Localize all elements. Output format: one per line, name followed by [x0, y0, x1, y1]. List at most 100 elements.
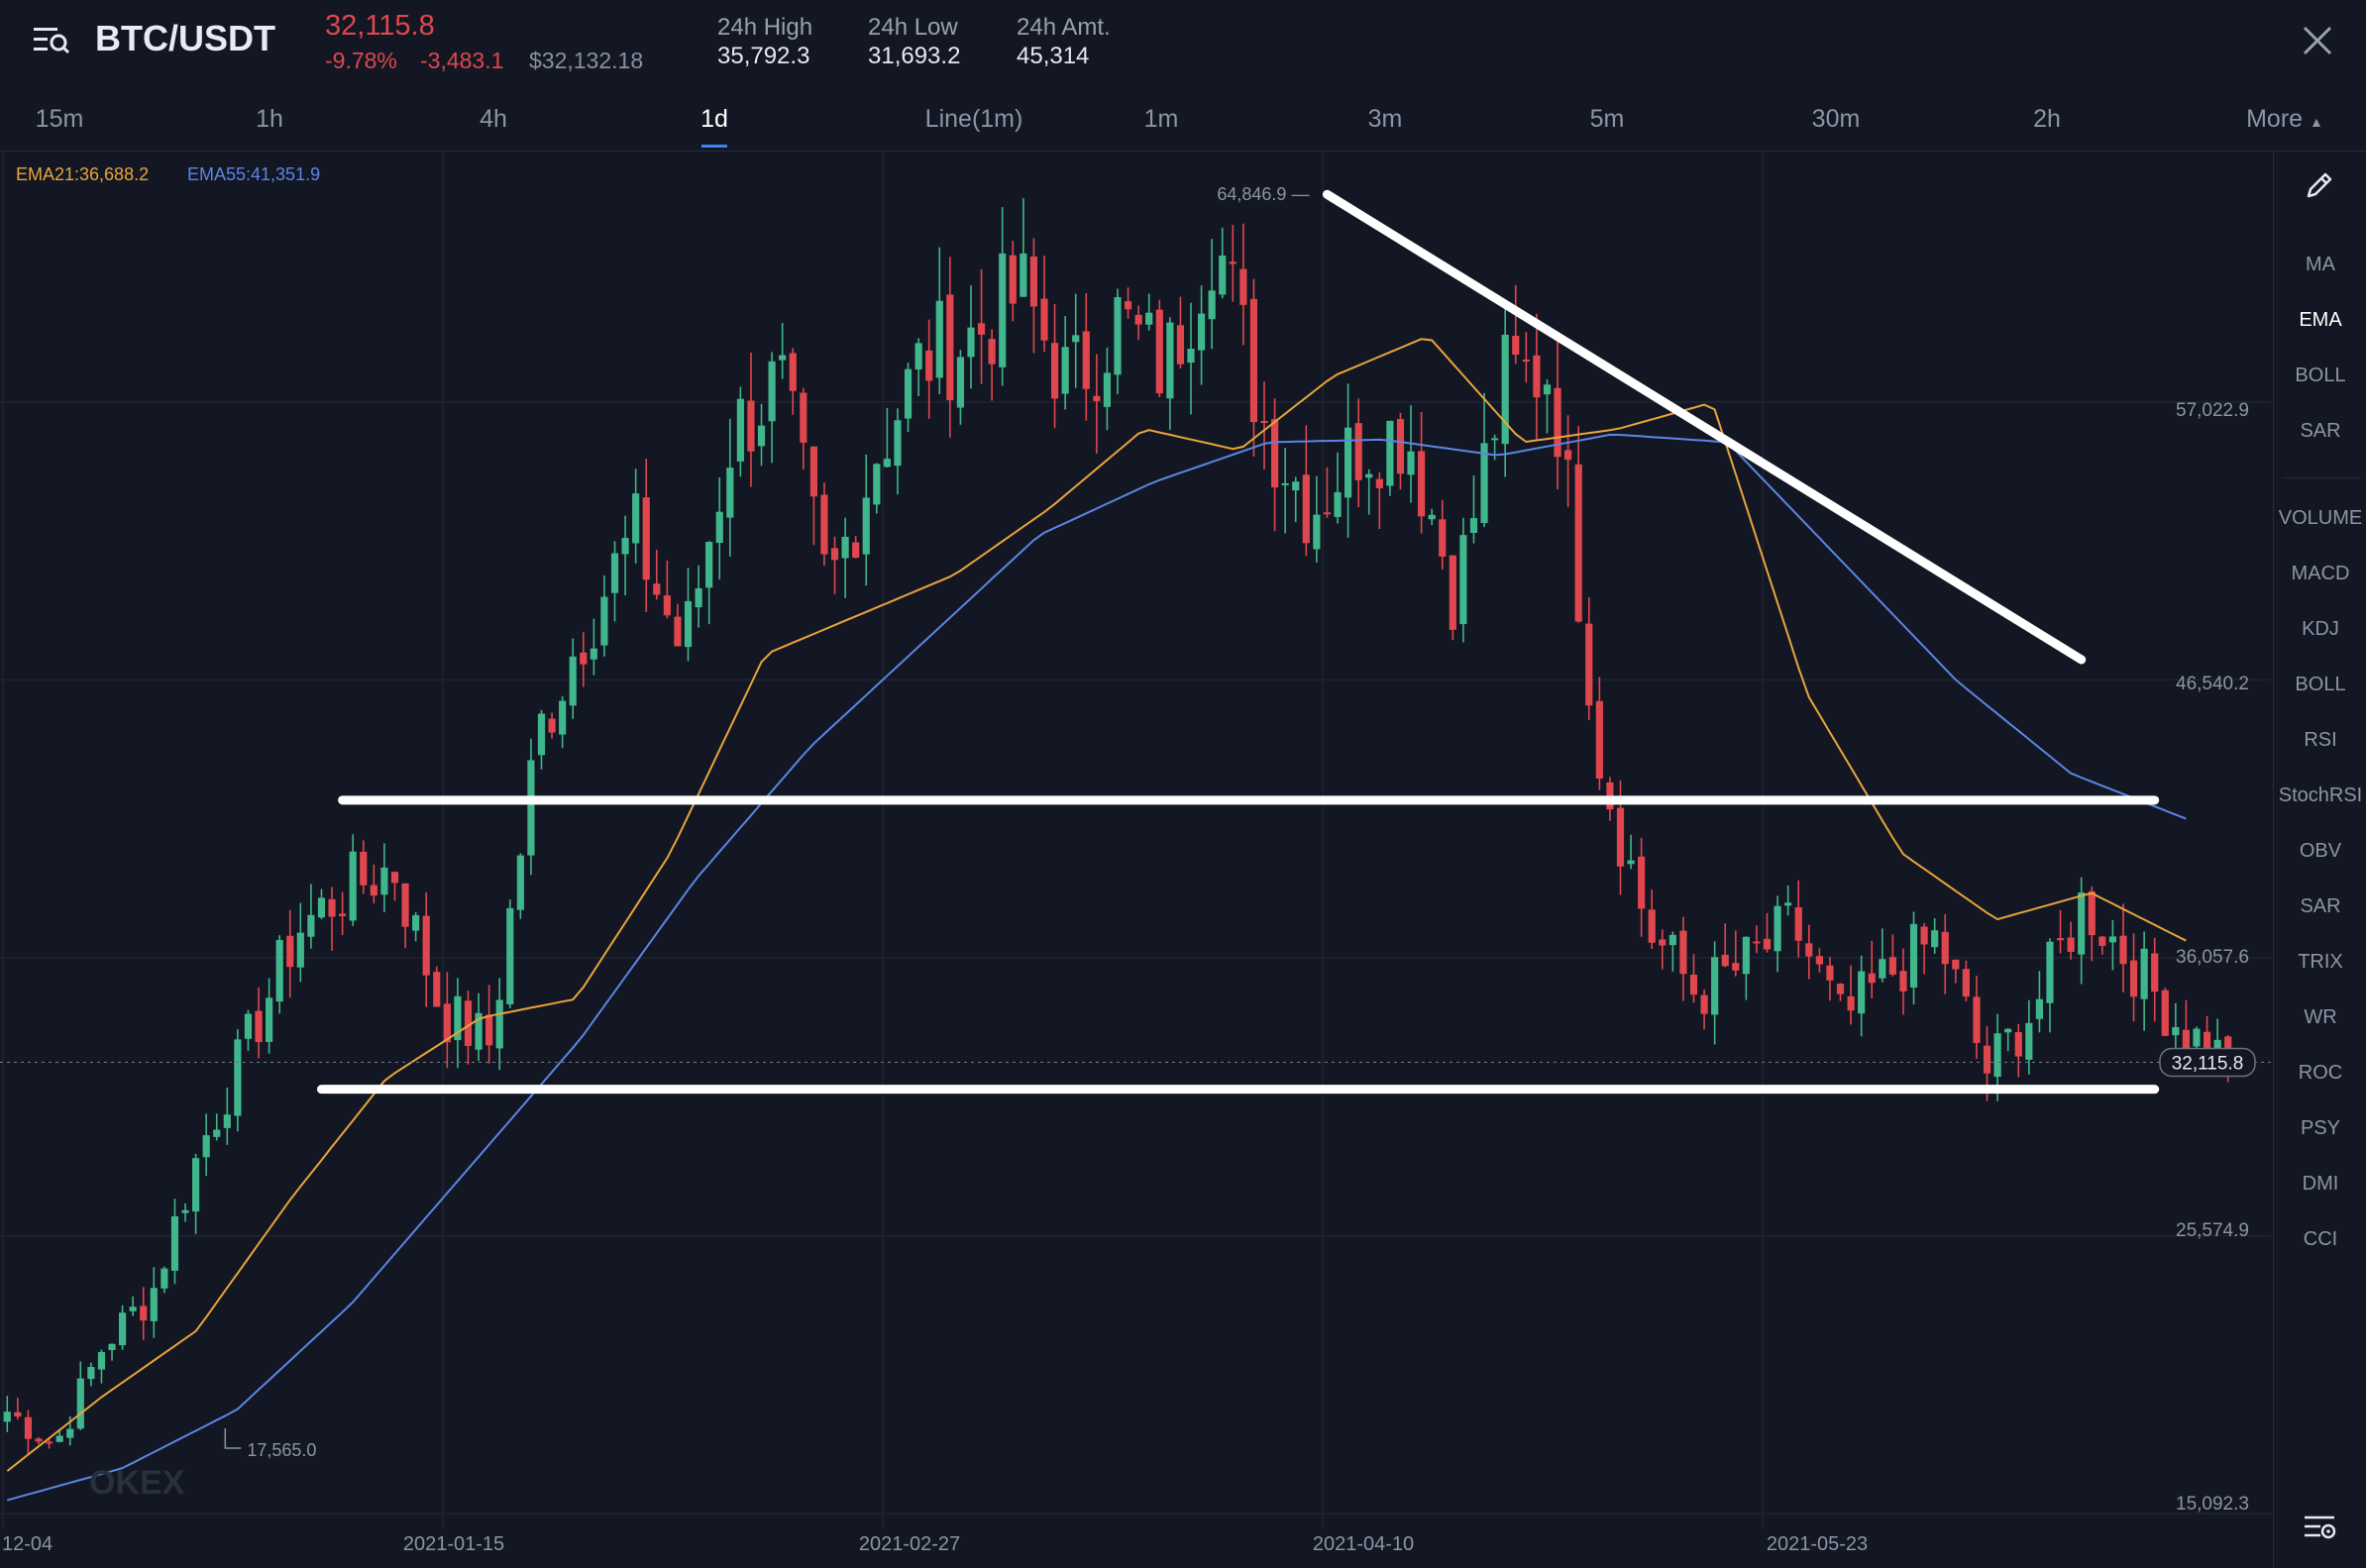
indicator-roc[interactable]: ROC	[2298, 1062, 2343, 1084]
candle-body	[1920, 926, 1928, 945]
tab-2h[interactable]: 2h	[2033, 105, 2061, 133]
candle-body	[296, 932, 304, 968]
candle-body	[87, 1367, 95, 1380]
active-tab-indicator	[701, 145, 727, 148]
indicator-psy[interactable]: PSY	[2300, 1117, 2341, 1139]
candle-body	[1543, 384, 1552, 395]
candle-body	[830, 548, 839, 561]
candle-body	[1155, 309, 1163, 394]
candle-body	[1753, 941, 1761, 944]
candle-body	[809, 446, 817, 497]
candle-body	[935, 300, 943, 378]
price-chart[interactable]: 64,846.9 — 17,565.0 OKEX 32,115.8	[0, 151, 2271, 1529]
candle-body	[726, 468, 734, 518]
candle-body	[988, 339, 996, 365]
tab-1m[interactable]: 1m	[1143, 105, 1179, 133]
candle-body	[1711, 957, 1719, 1015]
candle-body	[24, 1416, 33, 1439]
candle-body	[559, 700, 567, 735]
candle-body	[1396, 419, 1405, 474]
indicator-volume[interactable]: VOLUME	[2278, 507, 2363, 529]
candle-body	[1941, 931, 1949, 965]
candle-body	[129, 1307, 137, 1311]
candlestick-chart[interactable]: 64,846.9 — 17,565.0 OKEX 32,115.8	[0, 151, 2271, 1529]
tab-4h[interactable]: 4h	[480, 105, 507, 133]
candle-body	[97, 1351, 106, 1370]
candle-body	[2078, 891, 2086, 955]
more-label: More	[2246, 105, 2304, 133]
tab-1h[interactable]: 1h	[256, 105, 283, 133]
candle-body	[1679, 930, 1687, 975]
tab-30m[interactable]: 30m	[1811, 105, 1861, 133]
candle-body	[202, 1135, 210, 1158]
tab-5m[interactable]: 5m	[1589, 105, 1625, 133]
candle-body	[360, 851, 368, 886]
candle-body	[2098, 936, 2106, 946]
candle-body	[1993, 1033, 2001, 1078]
indicator-rsi[interactable]: RSI	[2304, 729, 2337, 751]
low-value: 31,693.2	[868, 43, 961, 69]
candle-body	[150, 1288, 158, 1321]
candle-body	[956, 357, 965, 408]
candle-body	[1260, 420, 1268, 423]
min-price-marker	[224, 1427, 242, 1449]
candle-body	[339, 913, 347, 916]
indicator-cci[interactable]: CCI	[2303, 1228, 2338, 1250]
menu-search-icon[interactable]	[32, 22, 71, 57]
y-tick-label: 25,574.9	[2176, 1220, 2249, 1241]
indicator-boll-sub[interactable]: BOLL	[2295, 674, 2346, 695]
candle-body	[527, 760, 535, 856]
candle-body	[548, 718, 556, 733]
indicator-macd[interactable]: MACD	[2291, 563, 2350, 584]
candle-body	[1187, 349, 1195, 364]
tab-line-1m[interactable]: Line(1m)	[924, 105, 1023, 133]
candle-body	[349, 851, 357, 921]
candle-body	[621, 537, 629, 555]
settings-icon[interactable]	[2301, 1510, 2338, 1543]
tab-1d[interactable]: 1d	[700, 105, 728, 133]
candle-body	[1386, 420, 1394, 486]
indicator-wr[interactable]: WR	[2304, 1006, 2337, 1028]
tab-15m[interactable]: 15m	[35, 105, 84, 133]
trading-pair[interactable]: BTC/USDT	[95, 18, 275, 58]
high-value: 35,792.3	[717, 43, 810, 69]
candle-body	[412, 914, 420, 931]
candle-body	[35, 1438, 43, 1442]
candle-body	[800, 392, 807, 443]
indicator-obv[interactable]: OBV	[2299, 840, 2342, 862]
indicator-boll[interactable]: BOLL	[2295, 365, 2346, 386]
candle-body	[1554, 387, 1561, 458]
candle-body	[747, 400, 755, 452]
current-price-value: 32,115.8	[2172, 1053, 2244, 1074]
candle-body	[390, 872, 399, 884]
candle-body	[1659, 939, 1667, 946]
candle-body	[715, 511, 723, 544]
indicator-stochrsi[interactable]: StochRSI	[2278, 784, 2363, 806]
indicator-dmi[interactable]: DMI	[2302, 1173, 2339, 1195]
candle-body	[1689, 974, 1698, 995]
candle-body	[317, 897, 326, 918]
indicator-ema[interactable]: EMA	[2299, 309, 2342, 331]
tab-3m[interactable]: 3m	[1367, 105, 1403, 133]
x-tick-label: 2021-01-15	[402, 1533, 505, 1555]
amount-value: 45,314	[1017, 43, 1090, 69]
candle-body	[1899, 971, 1907, 992]
indicator-ma[interactable]: MA	[2306, 254, 2335, 275]
tab-more[interactable]: More ▲	[2246, 105, 2323, 134]
x-tick-label: 2021-04-10	[1312, 1533, 1415, 1555]
candle-body	[213, 1129, 221, 1137]
indicator-sar-sub[interactable]: SAR	[2300, 895, 2341, 917]
candle-body	[1281, 482, 1289, 485]
indicator-sidebar: MA EMA BOLL SAR VOLUME MACD KDJ BOLL RSI…	[2273, 151, 2366, 1568]
candle-body	[118, 1312, 127, 1346]
indicator-trix[interactable]: TRIX	[2298, 951, 2343, 973]
candle-body	[108, 1343, 116, 1350]
candle-body	[642, 497, 650, 580]
candle-body	[380, 867, 388, 895]
pencil-icon[interactable]	[2303, 168, 2336, 202]
current-price-tag	[2159, 1047, 2256, 1078]
indicator-sar[interactable]: SAR	[2300, 420, 2341, 442]
indicator-kdj[interactable]: KDJ	[2302, 618, 2339, 640]
candle-body	[1616, 807, 1625, 867]
close-icon[interactable]	[2299, 22, 2336, 59]
